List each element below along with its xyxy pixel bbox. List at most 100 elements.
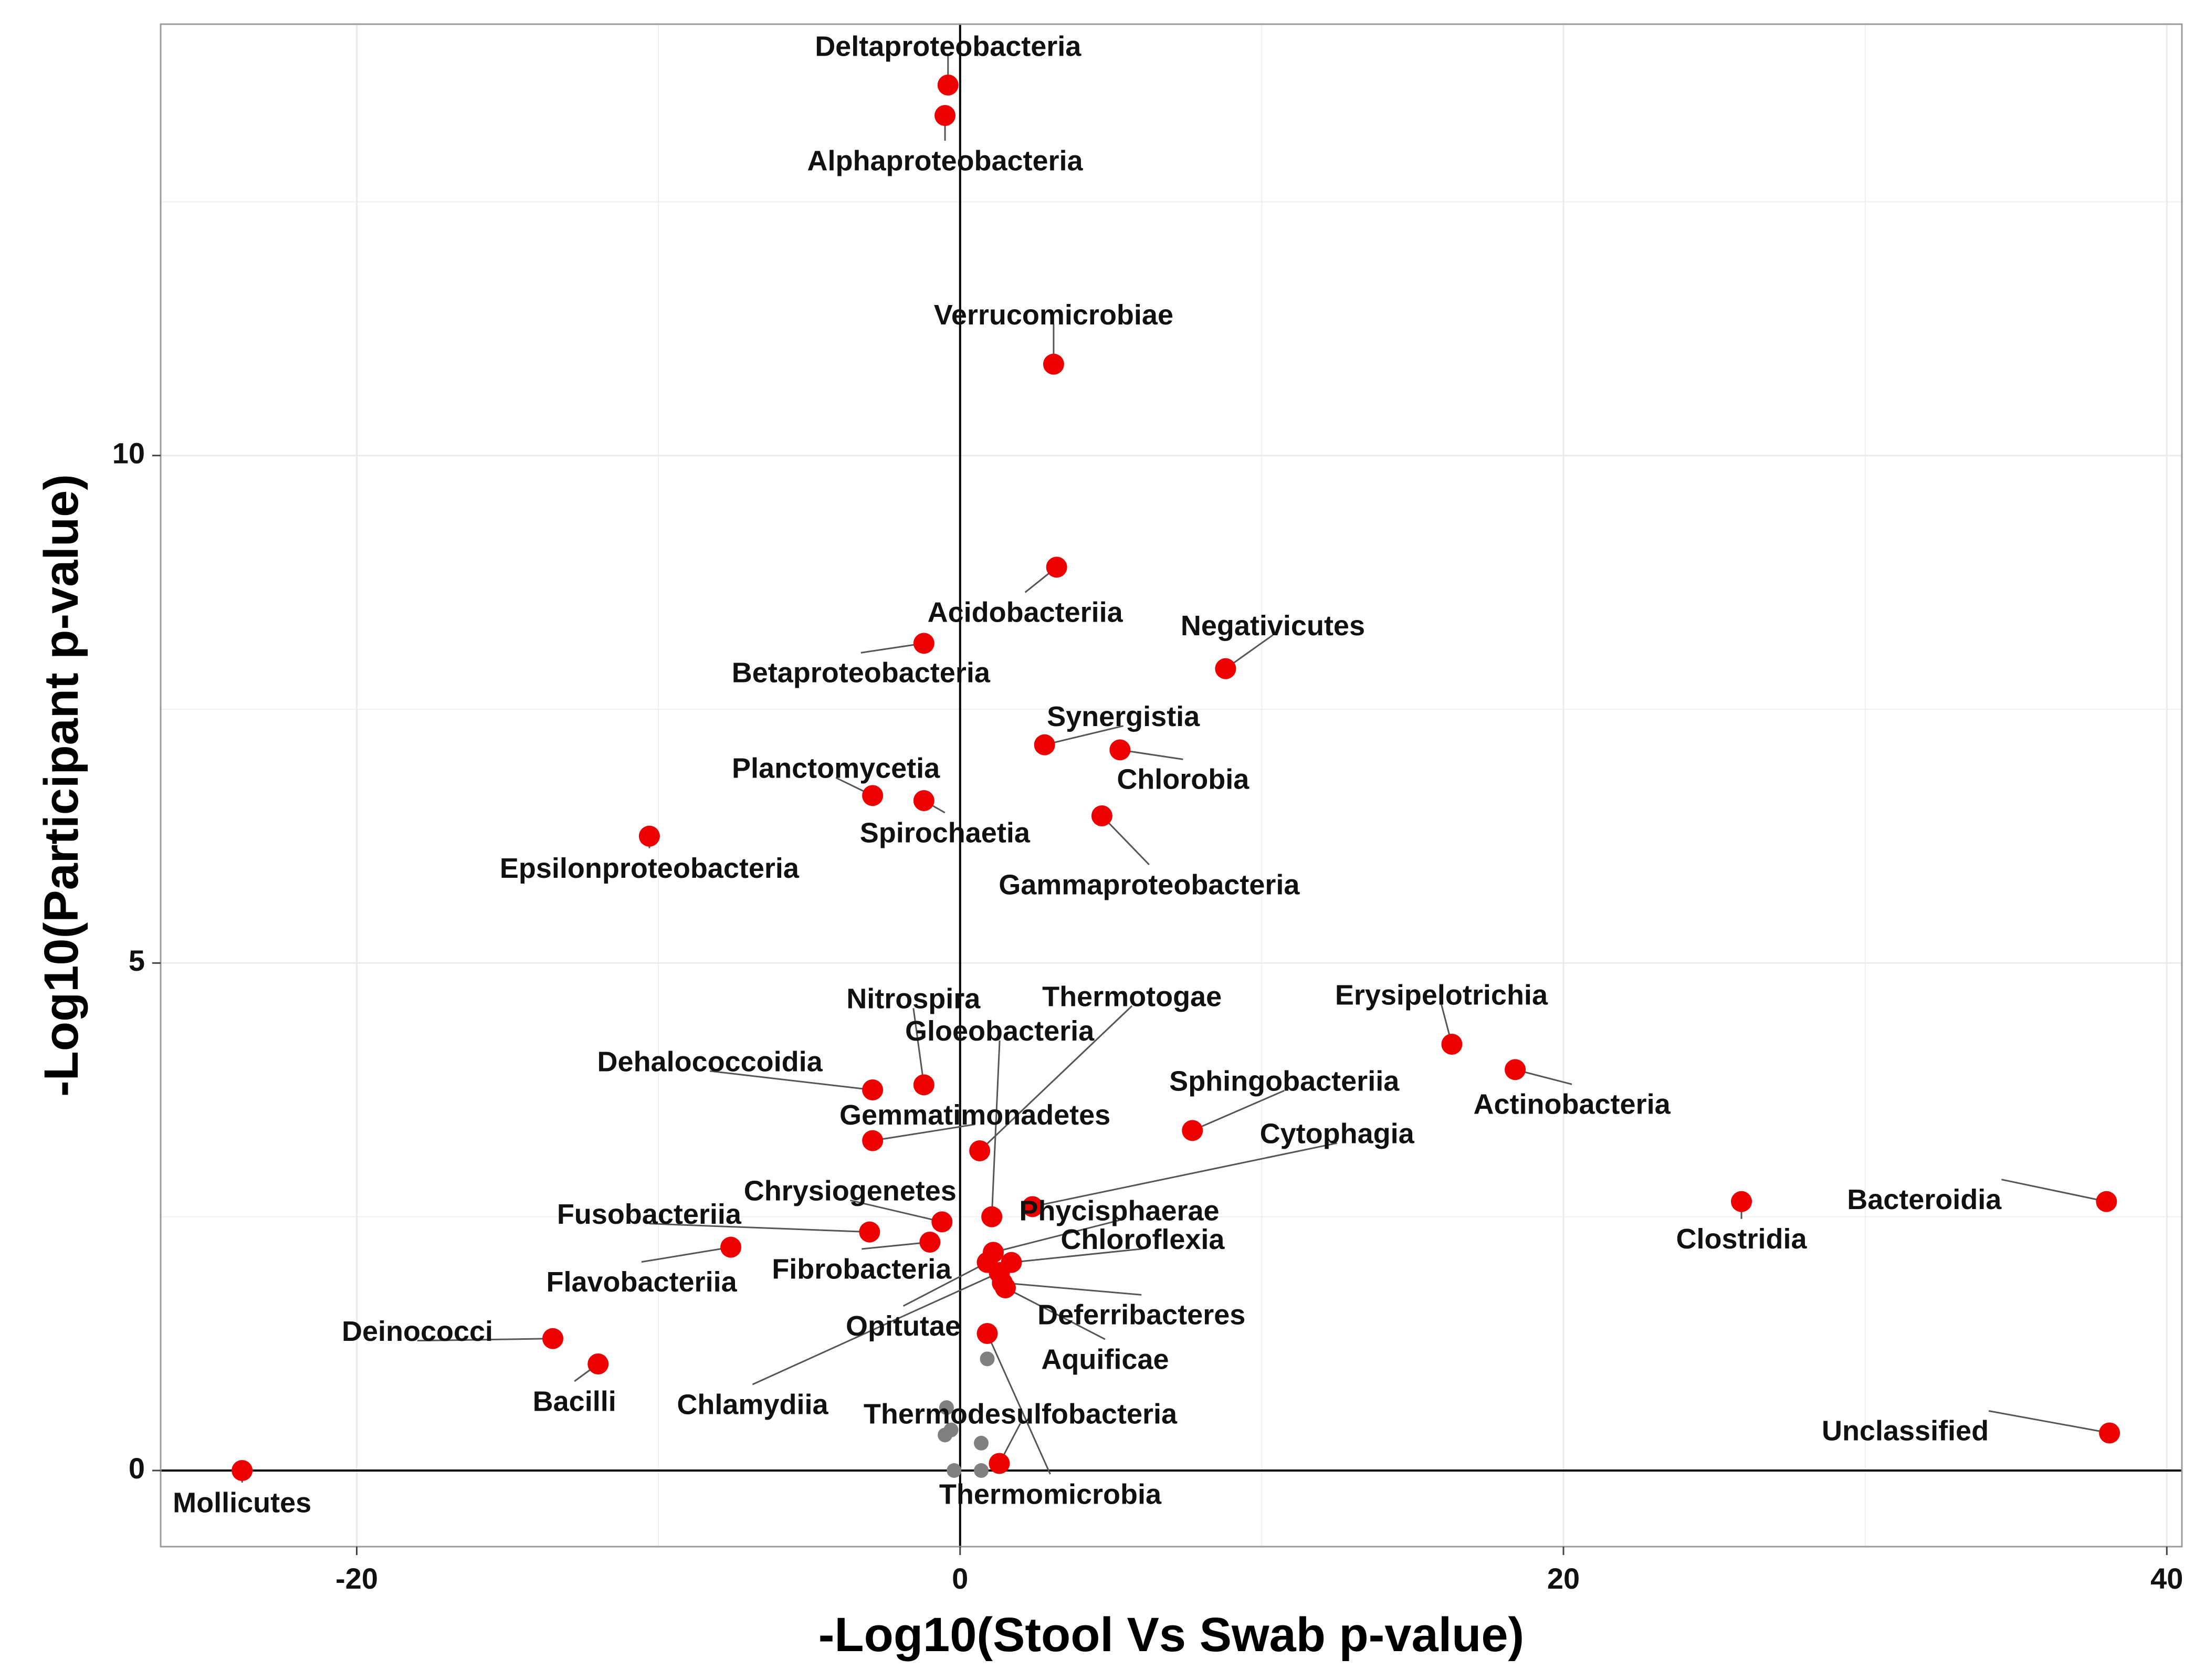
point-clostridia [1731,1191,1752,1212]
point-dehalococcoidia [862,1079,884,1100]
point-spirochaetia [913,790,934,811]
leader-bacteroidia [2001,1179,2107,1203]
leader-chlamydiia [752,1272,1000,1385]
point-betaproteobacteria [913,633,934,654]
point-flavobacteriia [720,1236,742,1258]
point-planctomycetia [862,785,884,806]
leader-gemmatimonadetes [872,1124,975,1142]
leader-phycisphaerae [993,1219,1120,1253]
point-actinobacteria [1505,1059,1526,1080]
label-fibrobacteria: Fibrobacteria [772,1253,952,1285]
point-nonsignificant-40 [939,1400,954,1415]
y-axis-title: -Log10(Participant p-value) [35,474,88,1097]
leader-chloroflexia [1011,1248,1143,1264]
point-thermomicrobia [976,1323,998,1344]
label-nitrospira: Nitrospira [846,983,981,1015]
label-chloroflexia: Chloroflexia [1060,1224,1225,1255]
label-aquificae: Aquificae [1041,1343,1169,1375]
point-thermodesulfobacteria [989,1453,1010,1474]
label-chlorobia: Chlorobia [1117,764,1250,795]
leader-fibrobacteria [862,1241,930,1250]
point-chlorobia [1109,739,1131,761]
point-aquificae [994,1277,1016,1298]
leader-chlorobia [1120,749,1183,760]
label-cytophagia: Cytophagia [1260,1118,1415,1150]
label-sphingobacteriia: Sphingobacteriia [1169,1066,1400,1097]
label-synergistia: Synergistia [1047,701,1200,732]
leader-gammaproteobacteria [1101,815,1150,866]
point-gammaproteobacteria [1091,805,1112,826]
label-fusobacteriia: Fusobacteriia [557,1199,742,1230]
leader-aquificae [1005,1287,1106,1340]
point-nonsignificant-44 [947,1463,962,1478]
label-chrysiogenetes: Chrysiogenetes [744,1175,957,1207]
leader-flavobacteriia [641,1246,731,1263]
point-verrucomicrobiae [1043,353,1064,375]
point-alphaproteobacteria [934,105,956,126]
label-dehalococcoidia: Dehalococcoidia [597,1046,823,1077]
y-tick-label: 10 [112,436,145,469]
point-erysipelotrichia [1441,1034,1463,1055]
label-clostridia: Clostridia [1676,1223,1808,1255]
point-bacteroidia [2096,1191,2117,1212]
x-axis-title: -Log10(Stool Vs Swab p-value) [818,1608,1524,1662]
label-planctomycetia: Planctomycetia [732,753,940,784]
label-negativicutes: Negativicutes [1181,610,1365,642]
leader-dehalococcoidia [709,1070,873,1091]
point-nitrospira [913,1074,934,1096]
point-nonsignificant-45 [973,1463,989,1478]
leader-fusobacteriia [649,1223,870,1233]
label-deinococci: Deinococci [342,1316,493,1347]
point-labels: Deltaproteobacteria Alphaproteobacteria Ve… [173,30,2002,1518]
leader-nitrospira [912,1008,925,1085]
point-bacilli [587,1353,609,1374]
data-points [232,75,2120,1481]
point-nonsignificant-42 [938,1427,953,1443]
leader-synergistia [1044,725,1124,746]
label-erysipelotrichia: Erysipelotrichia [1335,979,1548,1011]
label-verrucomicrobiae: Verrucomicrobiae [934,299,1173,331]
label-flavobacteriia: Flavobacteriia [546,1266,737,1298]
y-tick-label: 5 [129,944,145,977]
point-nonsignificant-39 [980,1351,995,1367]
point-thermotogae [969,1140,991,1161]
x-tick-label: 20 [1547,1562,1580,1595]
leader-deinococci [417,1338,553,1342]
leader-sphingobacteriia [1192,1089,1285,1131]
point-nonsignificant-43 [973,1435,989,1451]
label-bacteroidia: Bacteroidia [1847,1184,2002,1215]
label-thermotogae: Thermotogae [1042,981,1222,1012]
label-gloeobacteria: Gloeobacteria [905,1015,1095,1047]
leader-deferribacteres [1002,1282,1142,1296]
leader-opitutae [902,1262,988,1307]
x-tick-label: -20 [335,1562,378,1595]
label-opitutae: Opitutae [846,1310,961,1342]
label-leaders [241,56,2110,1483]
label-thermodesulfobacteria: Thermodesulfobacteria [864,1399,1178,1430]
label-spirochaetia: Spirochaetia [860,817,1031,848]
point-acidobacteriia [1046,556,1067,578]
label-thermomicrobia: Thermomicrobia [939,1478,1162,1510]
point-mollicutes [232,1460,253,1481]
leader-thermomicrobia [986,1333,1051,1475]
label-alphaproteobacteria: Alphaproteobacteria [807,145,1083,176]
point-fusobacteriia [859,1221,880,1243]
label-actinobacteria: Actinobacteria [1474,1089,1671,1120]
leader-gloeobacteria [991,1040,1001,1217]
label-deltaproteobacteria: Deltaproteobacteria [815,30,1082,62]
label-acidobacteriia: Acidobacteriia [928,597,1124,628]
leader-cytophagia [1032,1142,1337,1208]
label-chlamydiia: Chlamydiia [677,1389,828,1420]
reference-lines [161,24,2182,1547]
plot-panel [161,24,2182,1547]
y-tick-label: 0 [129,1452,145,1485]
point-unclassified [2099,1422,2120,1444]
label-epsilonproteobacteria: Epsilonproteobacteria [500,853,800,884]
axis-ticks: -20 0 20 40 0 5 10 [112,436,2183,1595]
point-fibrobacteria [919,1232,941,1253]
point-cytophagia [1022,1196,1043,1217]
label-phycisphaerae: Phycisphaerae [1019,1195,1219,1227]
label-bacilli: Bacilli [533,1385,616,1417]
x-tick-label: 40 [2150,1562,2183,1595]
